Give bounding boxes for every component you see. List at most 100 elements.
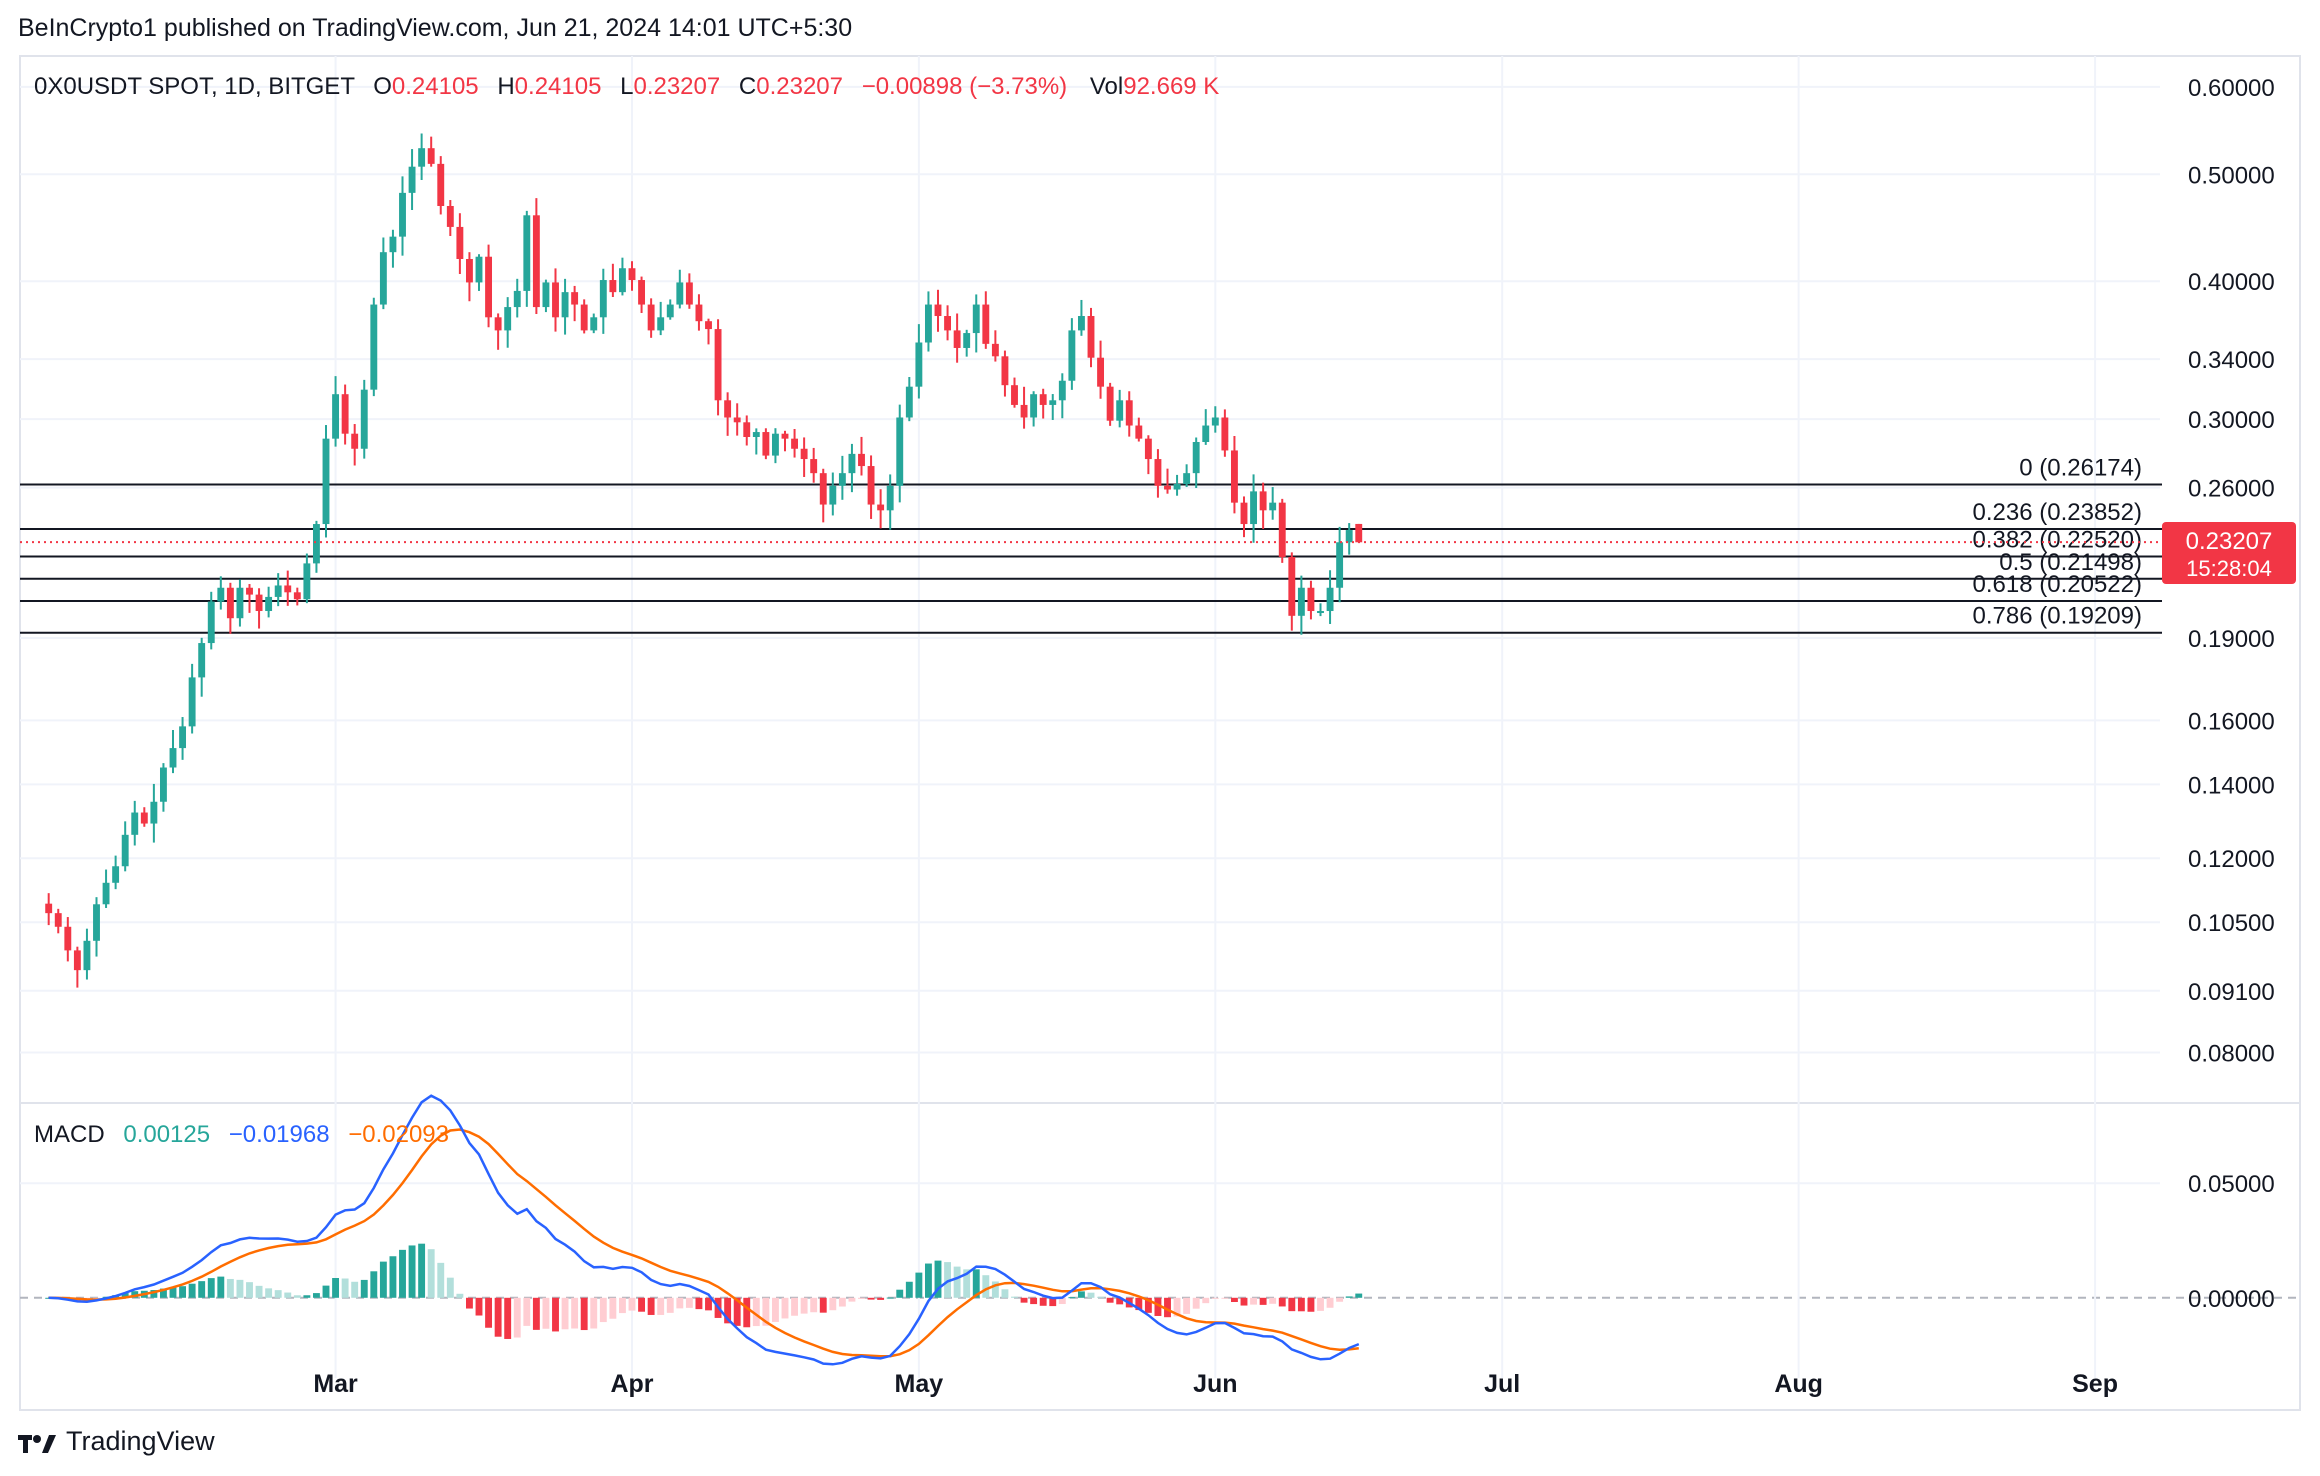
candle-body — [217, 587, 225, 602]
candle-body — [666, 304, 674, 318]
macd-histogram-bar — [915, 1272, 923, 1298]
candle-body — [93, 904, 100, 941]
time-tick-label: Jul — [1484, 1370, 1520, 1398]
candle-body — [991, 343, 999, 357]
macd-histogram-bar — [1307, 1297, 1315, 1312]
price-tick-label: 0.40000 — [2188, 269, 2275, 296]
candle-body — [1116, 400, 1124, 421]
fib-level-label: 0.236 (0.23852) — [1973, 499, 2142, 526]
candle-body — [236, 587, 244, 619]
candle-body — [771, 433, 779, 456]
macd-histogram-bar — [542, 1297, 550, 1329]
tradingview-brand[interactable]: TradingView — [18, 1426, 215, 1457]
legend-close-label: C — [739, 73, 756, 100]
macd-histogram-bar — [896, 1289, 904, 1298]
candle-body — [265, 596, 273, 612]
candle-body — [1336, 542, 1344, 588]
macd-histogram-bar — [657, 1297, 665, 1315]
macd-histogram-bar — [293, 1295, 301, 1298]
candle-body — [963, 333, 971, 348]
candle-body — [1183, 473, 1191, 485]
candle-body — [207, 601, 215, 644]
macd-histogram-bar — [829, 1297, 837, 1311]
candle-body — [982, 304, 990, 344]
macd-histogram-bar — [695, 1297, 703, 1310]
candle-body — [246, 587, 253, 595]
candle-body — [972, 304, 980, 334]
price-tick-label: 0.09100 — [2188, 979, 2275, 1006]
chart-frame — [19, 55, 2301, 1411]
candle-body — [752, 432, 760, 437]
macd-histogram-bar — [724, 1297, 732, 1324]
macd-histogram-bar — [733, 1297, 741, 1326]
candle-body — [858, 453, 865, 467]
candle-body — [762, 432, 770, 456]
macd-histogram-bar — [1164, 1297, 1171, 1318]
macd-histogram-bar — [810, 1297, 818, 1313]
candle-body — [513, 290, 521, 308]
candle-body — [896, 417, 904, 486]
macd-histogram-bar — [599, 1297, 607, 1323]
price-tick-label: 0.12000 — [2188, 846, 2275, 873]
candle-body — [332, 394, 340, 439]
candle-body — [112, 866, 120, 883]
macd-histogram-bar — [1259, 1297, 1267, 1305]
candle-body — [179, 726, 187, 749]
macd-histogram-bar — [523, 1297, 531, 1326]
candle-body — [437, 163, 445, 206]
macd-histogram-bar — [609, 1297, 617, 1319]
candle-body — [647, 304, 655, 331]
macd-histogram-bar — [446, 1277, 454, 1298]
candle-body — [1125, 400, 1133, 426]
candle-body — [1230, 450, 1238, 503]
fib-level-label: 0.786 (0.19209) — [1973, 603, 2142, 630]
candle-body — [427, 148, 435, 164]
price-tick-label: 0.26000 — [2188, 476, 2275, 503]
macd-histogram-bar — [685, 1297, 693, 1308]
macd-histogram-bar — [408, 1245, 416, 1298]
macd-histogram-bar — [1106, 1297, 1114, 1303]
candle-body — [1259, 491, 1267, 511]
candle-body — [561, 292, 569, 318]
time-tick-label: Apr — [610, 1370, 653, 1398]
macd-histogram-bar — [1221, 1297, 1229, 1299]
candle-body — [1011, 385, 1018, 405]
candle-body — [638, 280, 646, 305]
macd-histogram-bar — [485, 1297, 493, 1328]
macd-histogram-bar — [953, 1266, 961, 1298]
candle-body — [676, 282, 684, 305]
macd-histogram-bar — [207, 1278, 215, 1298]
candle-body — [188, 677, 196, 727]
candle-body — [274, 585, 282, 597]
candle-body — [1001, 356, 1009, 386]
legend-low-label: L — [620, 73, 633, 100]
candle-body — [819, 473, 827, 505]
candle-body — [446, 205, 454, 227]
macd-histogram-bar — [666, 1297, 674, 1313]
candle-body — [1240, 502, 1248, 525]
candle-body — [54, 913, 62, 927]
price-tick-label: 0.50000 — [2188, 162, 2275, 189]
candle-body — [1077, 316, 1085, 331]
candle-body — [150, 801, 158, 824]
macd-tick-label: 0.05000 — [2188, 1171, 2275, 1198]
candle-body — [351, 433, 359, 449]
time-tick-label: May — [895, 1370, 944, 1398]
macd-histogram-bar — [504, 1297, 512, 1339]
time-axis[interactable]: Mar Apr May Jun Jul Aug Sep — [313, 1370, 2118, 1398]
candle-body — [1049, 400, 1057, 405]
last-price-value: 0.23207 — [2186, 528, 2273, 555]
fibonacci-retracement[interactable]: 0 (0.26174) 0.236 (0.23852)0.382 (0.22520… — [20, 454, 2162, 634]
macd-histogram-bar — [838, 1297, 846, 1307]
candle-body — [905, 386, 913, 418]
candle-body — [1030, 394, 1038, 418]
price-axis[interactable]: 0.60000 0.50000 0.40000 0.34000 0.30000 0.260… — [2188, 75, 2275, 1313]
macd-histogram-bar — [1020, 1297, 1028, 1303]
candle-body — [303, 563, 311, 600]
macd-histogram-bar — [752, 1297, 760, 1327]
macd-histogram-bar — [580, 1297, 588, 1331]
price-tick-label: 0.08000 — [2188, 1041, 2275, 1068]
legend-low-value: 0.23207 — [633, 73, 720, 100]
macd-histogram-bar — [944, 1262, 952, 1298]
